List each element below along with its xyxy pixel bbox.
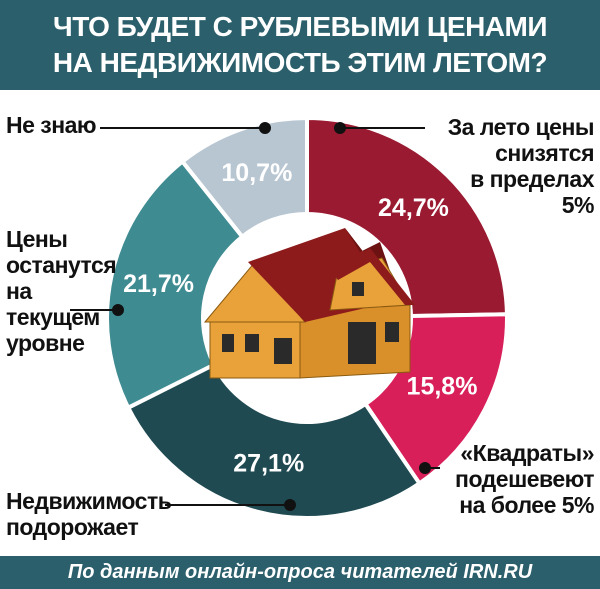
house bbox=[203, 214, 415, 422]
value-label: 10,7% bbox=[221, 159, 292, 187]
value-label: 21,7% bbox=[123, 270, 194, 298]
connectors bbox=[70, 122, 440, 511]
chart-title: ЧТО БУДЕТ С РУБЛЕВЫМИ ЦЕНАМИ НА НЕДВИЖИМ… bbox=[0, 0, 600, 90]
category-label: Недвижимость подорожает bbox=[6, 488, 172, 540]
value-label: 27,1% bbox=[233, 450, 304, 478]
category-label: Цены останутся на текущем уровне bbox=[6, 226, 117, 356]
donut: 24,7% 15,8% 27,1% 21,7% 10,7% bbox=[105, 115, 510, 520]
category-label: Не знаю bbox=[6, 112, 97, 138]
category-label: «Квадраты» подешевеют на более 5% bbox=[455, 440, 594, 518]
value-label: 24,7% bbox=[378, 194, 449, 222]
value-label: 15,8% bbox=[407, 372, 478, 400]
category-label: За лето цены снизятся в пределах 5% bbox=[447, 114, 595, 218]
source-note: По данным онлайн-опроса читателей IRN.RU bbox=[0, 556, 600, 589]
